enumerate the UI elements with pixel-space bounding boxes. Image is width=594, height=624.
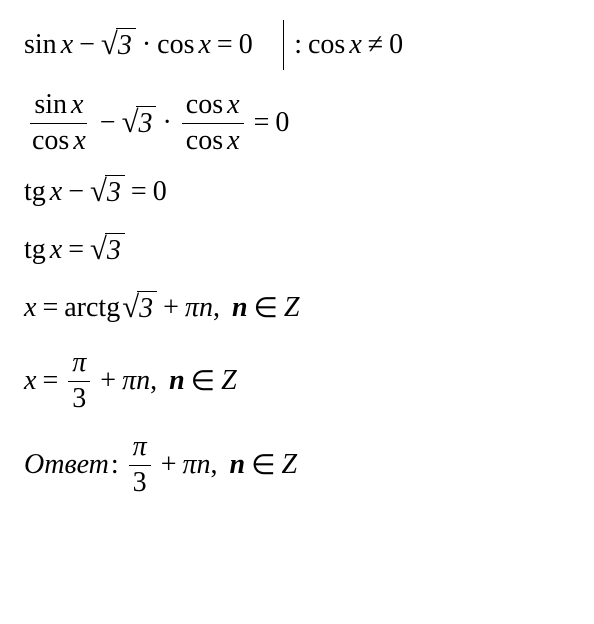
plus-op: +: [100, 365, 116, 397]
dot-op: ·: [162, 107, 171, 139]
comma: ,: [211, 449, 218, 481]
in-op: ∈: [254, 291, 278, 325]
radicand: 3: [116, 28, 136, 63]
eq-op: =: [42, 365, 58, 397]
sqrt-3: √ 3: [90, 175, 125, 210]
numerator: π: [129, 432, 151, 466]
minus-op: −: [68, 176, 84, 208]
var-x: x: [73, 125, 85, 156]
var-x: x: [50, 234, 62, 266]
answer-label: Ответ: [24, 449, 109, 481]
numerator: sinx: [30, 90, 87, 124]
divider-bar: [283, 20, 285, 70]
plus-op: +: [163, 292, 179, 324]
cos-func: cos: [186, 125, 223, 156]
pi: π: [122, 365, 136, 397]
radical-sign: √: [122, 105, 139, 140]
radicand: 3: [105, 233, 125, 268]
denominator: cosx: [28, 124, 90, 157]
numerator: cosx: [182, 90, 244, 124]
sqrt-3: √ 3: [122, 106, 157, 141]
equation-line-4: tg x = √ 3: [24, 230, 570, 270]
fraction-pi-3: π 3: [129, 432, 151, 499]
comma: ,: [150, 365, 157, 397]
zero: 0: [389, 29, 403, 61]
zero: 0: [153, 176, 167, 208]
in-op: ∈: [191, 364, 215, 398]
cos-func: cos: [157, 29, 194, 61]
var-x: x: [198, 29, 210, 61]
sqrt-3: √ 3: [122, 291, 157, 326]
comma: ,: [213, 292, 220, 324]
radicand: 3: [105, 175, 125, 210]
neq-op: ≠: [368, 29, 383, 61]
pi: π: [182, 449, 196, 481]
var-x: x: [24, 292, 36, 324]
equation-line-3: tg x − √ 3 = 0: [24, 172, 570, 212]
cos-func: cos: [32, 125, 69, 156]
denominator: 3: [68, 382, 90, 415]
sin-func: sin: [34, 89, 67, 120]
radical-sign: √: [101, 27, 118, 62]
equation-line-1: sin x − √ 3 · cos x = 0 : cos x ≠ 0: [24, 20, 570, 70]
denominator: cosx: [182, 124, 244, 157]
equation-line-6: x = π 3 + π n , n ∈ Z: [24, 346, 570, 416]
tg-func: tg: [24, 176, 46, 208]
eq-op: =: [42, 292, 58, 324]
radical-sign: √: [90, 174, 107, 209]
sin-func: sin: [24, 29, 57, 61]
var-n: n: [232, 292, 248, 324]
tg-func: tg: [24, 234, 46, 266]
var-x: x: [227, 89, 239, 120]
set-Z: Z: [284, 292, 300, 324]
pi: π: [185, 292, 199, 324]
plus-op: +: [161, 449, 177, 481]
var-x: x: [227, 125, 239, 156]
radical-sign: √: [90, 232, 107, 267]
colon: :: [294, 29, 302, 61]
eq-op: =: [254, 107, 270, 139]
radicand: 3: [137, 291, 157, 326]
in-op: ∈: [251, 448, 275, 482]
arctg-func: arctg: [64, 292, 120, 324]
var-x: x: [50, 176, 62, 208]
var-x: x: [24, 365, 36, 397]
denominator: 3: [129, 466, 151, 499]
eq-op: =: [217, 29, 233, 61]
cos-func: cos: [308, 29, 345, 61]
dot-op: ·: [142, 29, 151, 61]
var-n: n: [169, 365, 185, 397]
var-x: x: [71, 89, 83, 120]
sqrt-3: √ 3: [101, 28, 136, 63]
set-Z: Z: [221, 365, 237, 397]
var-x: x: [61, 29, 73, 61]
fraction-pi-3: π 3: [68, 348, 90, 415]
equation-line-5: x = arctg √ 3 + π n , n ∈ Z: [24, 288, 570, 328]
set-Z: Z: [281, 449, 297, 481]
minus-op: −: [100, 107, 116, 139]
cos-func: cos: [186, 89, 223, 120]
var-n: n: [230, 449, 246, 481]
zero: 0: [275, 107, 289, 139]
var-x: x: [349, 29, 361, 61]
colon: :: [111, 449, 119, 481]
var-n: n: [199, 292, 213, 324]
equation-line-2: sinx cosx − √ 3 · cosx cosx = 0: [24, 88, 570, 158]
var-n: n: [197, 449, 211, 481]
sqrt-3: √ 3: [90, 233, 125, 268]
radicand: 3: [136, 106, 156, 141]
answer-line: Ответ : π 3 + π n , n ∈ Z: [24, 430, 570, 500]
minus-op: −: [79, 29, 95, 61]
eq-op: =: [131, 176, 147, 208]
var-n: n: [136, 365, 150, 397]
fraction-sinx-cosx: sinx cosx: [28, 90, 90, 157]
fraction-cosx-cosx: cosx cosx: [182, 90, 244, 157]
zero: 0: [239, 29, 253, 61]
numerator: π: [68, 348, 90, 382]
radical-sign: √: [122, 290, 139, 325]
eq-op: =: [68, 234, 84, 266]
